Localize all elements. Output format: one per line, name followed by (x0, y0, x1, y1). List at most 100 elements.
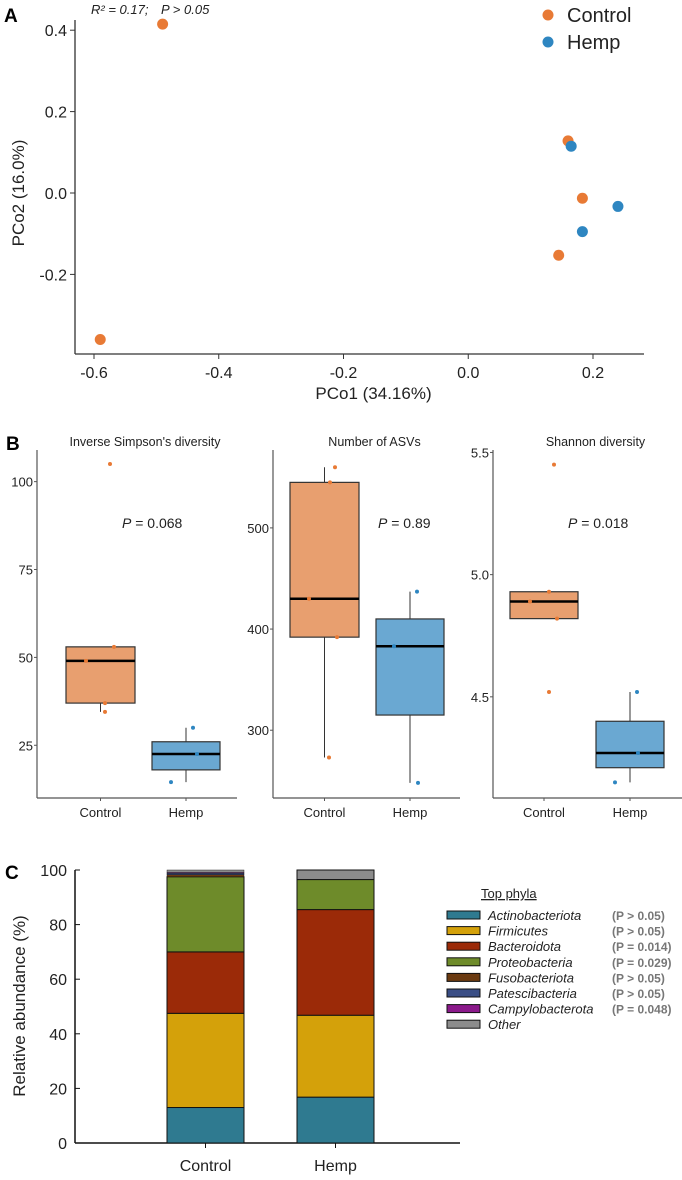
legend-p-value: (P > 0.05) (612, 971, 665, 985)
legend-swatch-actinobacteriota (446, 910, 481, 920)
legend-label-actinobacteriota: Actinobacteriota (487, 908, 581, 923)
data-point-hemp (169, 780, 173, 785)
x-tick-label: -0.6 (80, 365, 108, 382)
boxplot-title: Inverse Simpson's diversity (69, 435, 221, 449)
y-tick-label: 100 (11, 475, 33, 490)
legend-marker-control (542, 9, 554, 21)
legend-p-value: (P = 0.048) (612, 1003, 671, 1017)
point-hemp (576, 226, 588, 238)
bar-segment-patescibacteria (166, 873, 245, 875)
legend-label-firmicutes: Firmicutes (488, 924, 548, 939)
bar-segment-bacteroidota (296, 909, 375, 1016)
data-point-control (552, 462, 556, 467)
data-point-hemp (635, 689, 639, 694)
legend-label-other: Other (488, 1017, 521, 1032)
legend-p-value: (P > 0.05) (612, 987, 665, 1001)
box-control (65, 646, 136, 704)
legend-swatch-other (446, 1019, 481, 1029)
x-tick-label: Hemp (314, 1158, 357, 1175)
legend-label-control: Control (567, 5, 631, 27)
box-hemp (595, 720, 665, 769)
y-tick-label: 75 (19, 563, 33, 578)
data-point-control (328, 480, 332, 485)
bar-segment-bacteroidota (166, 951, 245, 1014)
panel-label-a: A (4, 6, 18, 27)
y-tick-label: 20 (49, 1081, 67, 1098)
data-point-control (555, 616, 559, 621)
point-control (576, 192, 588, 204)
bar-segment-other (166, 869, 245, 873)
boxplot-panel: Shannon diversity 4.5 5.0 5.5 P = 0.018 Contr… (471, 435, 682, 820)
legend-swatch-campylobacterota (446, 1004, 481, 1014)
x-tick-label: Control (304, 805, 346, 820)
legend-marker-hemp (542, 36, 554, 48)
y-tick-label: 0.2 (45, 105, 67, 122)
x-axis-label: PCo1 (34.16%) (315, 384, 431, 403)
data-point-hemp (416, 780, 420, 785)
y-tick-label: 500 (247, 521, 269, 536)
data-point-control (547, 689, 551, 694)
data-point-control (103, 701, 107, 706)
annotation-p: P > 0.05 (161, 2, 210, 17)
y-tick-label: -0.2 (39, 267, 67, 284)
legend-label-bacteroidota: Bacteroidota (488, 939, 561, 954)
boxplot-panel: Number of ASVs 300 400 500 P = 0.89 Control He… (247, 435, 460, 820)
y-tick-label: 100 (40, 863, 67, 880)
x-tick-label: 0.0 (457, 365, 479, 382)
point-control (553, 249, 565, 261)
annotation-r2: R² = 0.17; (91, 2, 149, 17)
bar-segment-other (296, 869, 375, 881)
legend-p-value: (P > 0.05) (612, 925, 665, 939)
bar-segment-proteobacteria (166, 876, 245, 953)
box-control (509, 591, 579, 620)
box-hemp (151, 741, 221, 771)
data-point-hemp (415, 589, 419, 594)
x-tick-label: -0.2 (330, 365, 358, 382)
data-point-control (307, 596, 311, 601)
data-point-control (335, 635, 339, 640)
data-point-hemp (392, 644, 396, 649)
x-tick-label: 0.2 (582, 365, 604, 382)
legend-swatch-proteobacteria (446, 957, 481, 967)
legend-label-campylobacterota: Campylobacterota (488, 1002, 594, 1017)
data-point-hemp (191, 725, 195, 730)
data-point-control (327, 755, 331, 760)
y-tick-label: 60 (49, 972, 67, 989)
data-point-control (333, 465, 337, 470)
x-tick-label: Hemp (613, 805, 648, 820)
point-hemp (612, 200, 624, 212)
panel-label-c: C (5, 863, 19, 884)
x-tick-label: Hemp (169, 805, 204, 820)
x-tick-label: -0.4 (205, 365, 233, 382)
x-tick-label: Control (523, 805, 565, 820)
y-tick-label: 40 (49, 1027, 67, 1044)
y-tick-label: 300 (247, 723, 269, 738)
bar-segment-fusobacteriota (166, 874, 245, 878)
panel-label-b: B (6, 434, 20, 455)
point-hemp (565, 140, 577, 152)
p-value: P = 0.068 (122, 515, 183, 531)
legend-swatch-patescibacteria (446, 988, 481, 998)
legend-title: Top phyla (481, 886, 537, 901)
x-tick-label: Hemp (393, 805, 428, 820)
data-point-hemp (195, 752, 199, 757)
boxplot-title: Number of ASVs (328, 435, 420, 449)
legend-label-fusobacteriota: Fusobacteriota (488, 970, 574, 985)
y-tick-label: 5.5 (471, 445, 489, 460)
point-control (157, 18, 169, 30)
x-tick-label: Control (180, 1158, 232, 1175)
bar-segment-actinobacteriota (166, 1107, 245, 1144)
y-tick-label: 0.4 (45, 23, 67, 40)
data-point-control (103, 709, 107, 714)
data-point-control (112, 644, 116, 649)
data-point-control (547, 589, 551, 594)
y-tick-label: 5.0 (471, 568, 489, 583)
y-axis-label: Relative abundance (%) (10, 915, 29, 1096)
legend-label-patescibacteria: Patescibacteria (488, 986, 577, 1001)
data-point-control (84, 658, 88, 663)
y-tick-label: 0.0 (45, 186, 67, 203)
box-control (289, 481, 360, 638)
bar-segment-proteobacteria (296, 879, 375, 911)
y-tick-label: 25 (19, 738, 33, 753)
